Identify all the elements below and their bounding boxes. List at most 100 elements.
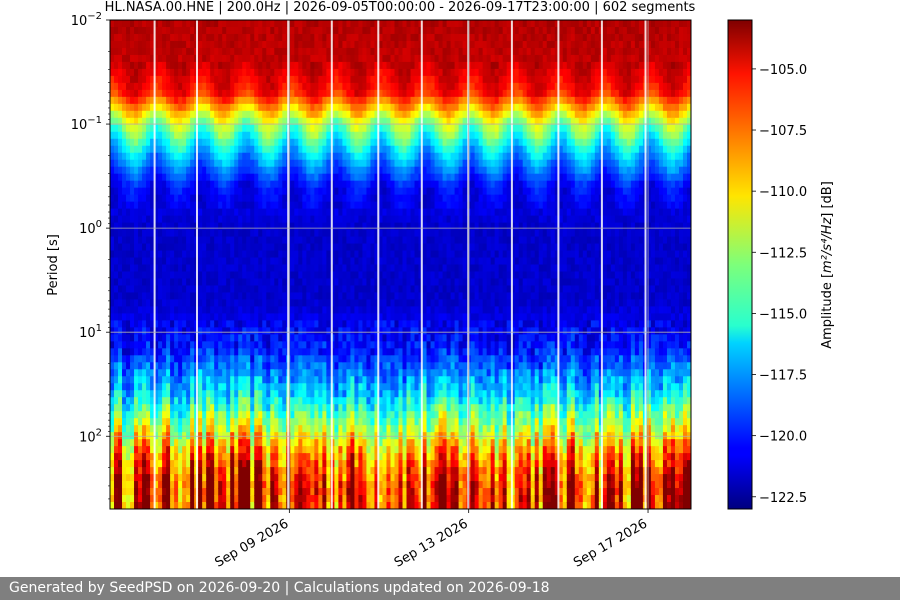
heatmap-cell bbox=[374, 173, 380, 182]
heatmap-cell bbox=[202, 131, 207, 140]
heatmap-cell bbox=[254, 117, 259, 126]
heatmap-cell bbox=[190, 390, 195, 398]
heatmap-cell bbox=[342, 334, 348, 342]
heatmap-cell bbox=[342, 341, 348, 349]
heatmap-cell bbox=[210, 495, 215, 503]
heatmap-cell bbox=[154, 222, 159, 231]
heatmap-cell bbox=[322, 383, 327, 391]
heatmap-cell bbox=[230, 313, 235, 321]
heatmap-cell bbox=[186, 285, 191, 294]
heatmap-cell bbox=[126, 82, 131, 91]
heatmap-cell bbox=[346, 145, 352, 154]
heatmap-cell bbox=[306, 481, 311, 489]
heatmap-cell bbox=[366, 20, 372, 28]
heatmap-cell bbox=[238, 110, 243, 119]
heatmap-cell bbox=[318, 208, 323, 217]
heatmap-cell bbox=[250, 47, 255, 56]
heatmap-cell bbox=[382, 383, 388, 391]
heatmap-cell bbox=[222, 453, 227, 461]
heatmap-cell bbox=[190, 61, 195, 70]
heatmap-cell bbox=[310, 54, 315, 63]
heatmap-cell bbox=[142, 285, 147, 294]
heatmap-cell bbox=[222, 313, 227, 321]
heatmap-cell bbox=[250, 20, 255, 28]
heatmap-cell bbox=[186, 145, 191, 154]
heatmap-cell bbox=[342, 194, 348, 203]
heatmap-cell bbox=[162, 313, 167, 321]
heatmap-cell bbox=[214, 250, 219, 259]
heatmap-cell bbox=[254, 439, 259, 447]
heatmap-cell bbox=[210, 131, 215, 140]
heatmap-cell bbox=[370, 313, 376, 321]
heatmap-cell bbox=[370, 166, 376, 175]
heatmap-cell bbox=[306, 96, 311, 105]
heatmap-cell bbox=[374, 334, 380, 342]
heatmap-cell bbox=[234, 47, 239, 56]
heatmap-cell bbox=[250, 33, 255, 42]
heatmap-cell bbox=[226, 222, 231, 231]
heatmap-cell bbox=[262, 376, 267, 384]
heatmap-cell bbox=[138, 173, 143, 182]
heatmap-cell bbox=[110, 187, 115, 196]
heatmap-cell bbox=[218, 75, 223, 84]
heatmap-cell bbox=[162, 502, 167, 509]
heatmap-cell bbox=[370, 446, 376, 454]
heatmap-cell bbox=[142, 40, 147, 49]
heatmap-cell bbox=[310, 418, 315, 426]
heatmap-cell bbox=[206, 404, 211, 412]
heatmap-cell bbox=[158, 180, 163, 189]
heatmap-cell bbox=[210, 103, 215, 112]
heatmap-cell bbox=[270, 404, 275, 412]
heatmap-cell bbox=[218, 68, 223, 77]
heatmap-cell bbox=[350, 481, 356, 489]
heatmap-cell bbox=[142, 481, 147, 489]
heatmap-cell bbox=[186, 278, 191, 287]
heatmap-cell bbox=[210, 278, 215, 287]
heatmap-cell bbox=[282, 117, 287, 126]
heatmap-cell bbox=[326, 439, 331, 447]
heatmap-cell bbox=[362, 502, 368, 509]
heatmap-cell bbox=[222, 299, 227, 308]
heatmap-cell bbox=[266, 145, 271, 154]
heatmap-cell bbox=[306, 397, 311, 405]
heatmap-cell bbox=[382, 306, 388, 314]
heatmap-cell bbox=[118, 418, 123, 426]
heatmap-cell bbox=[270, 208, 275, 217]
heatmap-cell bbox=[274, 138, 279, 147]
heatmap-cell bbox=[258, 467, 263, 475]
heatmap-cell bbox=[218, 278, 223, 287]
heatmap-cell bbox=[146, 495, 151, 503]
heatmap-cell bbox=[162, 390, 167, 398]
heatmap-cell bbox=[178, 250, 183, 259]
heatmap-cell bbox=[342, 33, 348, 42]
heatmap-cell bbox=[342, 411, 348, 419]
heatmap-cell bbox=[150, 376, 155, 384]
heatmap-cell bbox=[378, 110, 384, 119]
heatmap-cell bbox=[138, 453, 143, 461]
heatmap-cell bbox=[358, 131, 364, 140]
heatmap-cell bbox=[134, 376, 139, 384]
heatmap-cell bbox=[166, 243, 171, 252]
heatmap-cell bbox=[322, 481, 327, 489]
heatmap-cell bbox=[334, 306, 339, 314]
heatmap-cell bbox=[170, 453, 175, 461]
heatmap-cell bbox=[114, 383, 119, 391]
heatmap-cell bbox=[186, 103, 191, 112]
heatmap-cell bbox=[318, 33, 323, 42]
heatmap-cell bbox=[198, 320, 203, 328]
heatmap-cell bbox=[126, 418, 131, 426]
heatmap-cell bbox=[282, 397, 287, 405]
heatmap-cell bbox=[146, 159, 151, 168]
heatmap-cell bbox=[230, 306, 235, 314]
heatmap-cell bbox=[282, 285, 287, 294]
heatmap-cell bbox=[174, 453, 179, 461]
heatmap-cell bbox=[262, 215, 267, 224]
heatmap-cell bbox=[222, 166, 227, 175]
heatmap-cell bbox=[122, 82, 127, 91]
heatmap-cell bbox=[342, 285, 348, 294]
heatmap-cell bbox=[374, 299, 380, 308]
heatmap-cell bbox=[314, 20, 319, 28]
heatmap-cell bbox=[386, 425, 392, 433]
heatmap-cell bbox=[254, 131, 259, 140]
heatmap-cell bbox=[258, 124, 263, 133]
